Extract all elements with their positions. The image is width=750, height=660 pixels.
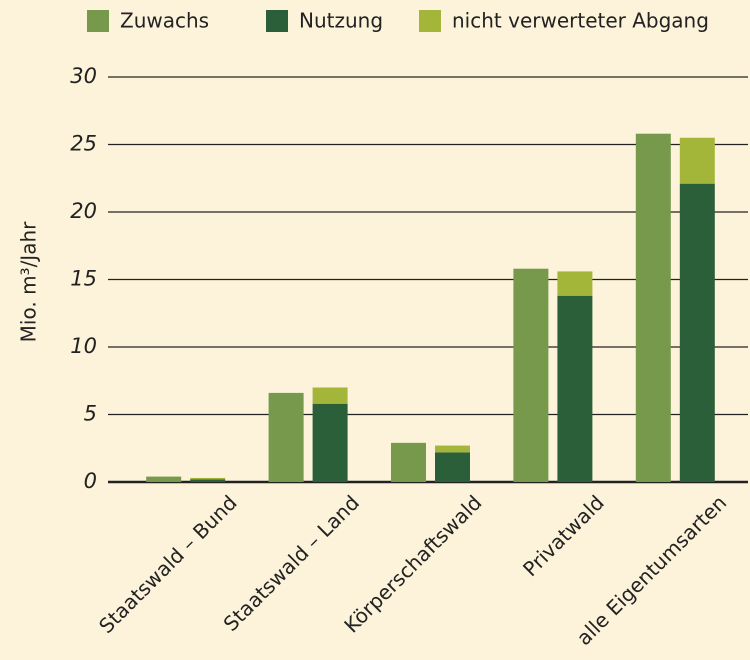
bar — [679, 137, 715, 184]
legend-label: nicht verwerteter Abgang — [452, 9, 709, 33]
legend-swatch — [87, 10, 109, 32]
legend-label: Nutzung — [299, 9, 383, 33]
y-tick-label: 30 — [70, 64, 97, 88]
y-tick-label: 25 — [70, 132, 97, 156]
bar — [557, 271, 593, 296]
bar — [312, 387, 348, 404]
bar — [391, 442, 426, 482]
legend-swatch — [419, 10, 441, 32]
bar — [679, 183, 715, 482]
y-tick-label: 15 — [70, 267, 97, 291]
bar — [190, 477, 226, 480]
y-tick-label: 0 — [84, 469, 97, 493]
bar — [435, 445, 470, 453]
y-tick-label: 10 — [70, 334, 97, 358]
y-tick-label: 20 — [70, 199, 97, 223]
y-axis-label: Mio. m³/Jahr — [17, 221, 41, 342]
bar — [635, 133, 671, 482]
bar — [557, 295, 593, 482]
y-tick-label: 5 — [84, 402, 97, 426]
bar — [312, 403, 348, 482]
bar — [268, 392, 304, 482]
legend-swatch — [266, 10, 288, 32]
bar — [435, 452, 470, 482]
bar — [513, 268, 549, 482]
legend-label: Zuwachs — [120, 9, 209, 33]
bar — [146, 476, 182, 482]
bar — [190, 479, 226, 482]
